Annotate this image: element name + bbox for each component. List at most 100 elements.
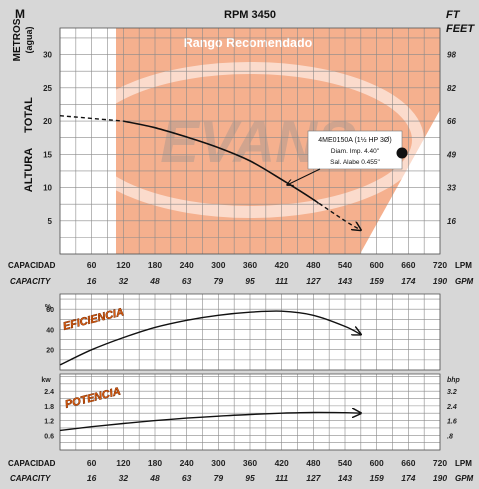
x-tick-lpm: 300 (211, 458, 225, 468)
x-tick-gpm: 174 (401, 276, 415, 286)
x-axis-bottom: CAPACIDAD CAPACITY LPM GPM 60 120 180 240 30… (8, 458, 474, 483)
head-curve-extension (312, 198, 361, 231)
capacity-label-gpm-bottom: CAPACITY (10, 474, 51, 483)
efficiency-y-tick-label: 20 (46, 348, 54, 355)
panel-frame (59, 27, 441, 255)
head-y-right-tick-label: 49 (446, 150, 456, 159)
x-tick-gpm: 190 (433, 473, 447, 483)
power-y-right-tick-label: 3.2 (447, 389, 457, 396)
head-curve (123, 120, 320, 205)
y-axis-side-label-1: TOTAL (23, 97, 35, 133)
x-tick-gpm: 190 (433, 276, 447, 286)
x-tick-gpm: 16 (87, 276, 97, 286)
power-y-tick-label: 1.8 (44, 404, 54, 411)
legend-outlet: Sal. Alabe 0.455" (330, 159, 380, 166)
power-y-tick-label: 2.4 (44, 389, 54, 396)
right-units-label-1: FT (446, 9, 461, 21)
x-tick-gpm: 127 (306, 473, 321, 483)
power-y-ticks-left: 0.6 1.2 1.8 2.4 (44, 389, 54, 440)
x-tick-lpm: 60 (87, 458, 97, 468)
head-y-tick-label: 25 (43, 84, 52, 93)
recommended-range-label: Rango Recomendado (184, 36, 313, 50)
capacity-label-lpm-bottom: CAPACIDAD (8, 459, 56, 468)
x-tick-gpm: 79 (214, 473, 224, 483)
panel-frame (59, 373, 441, 451)
x-tick-lpm: 240 (180, 458, 194, 468)
power-y-right-tick-label: .8 (447, 433, 453, 440)
x-tick-gpm: 95 (245, 276, 255, 286)
legend-pointer (287, 168, 321, 185)
left-units-label: M (15, 7, 25, 21)
x-tick-gpm: 48 (149, 473, 160, 483)
power-y-right-tick-label: 2.4 (446, 404, 457, 411)
power-y-ticks-right: .8 1.6 2.4 3.2 (446, 389, 457, 440)
power-y-tick-label: 0.6 (44, 433, 54, 440)
x-tick-gpm: 143 (338, 276, 352, 286)
unit-gpm-bottom: GPM (455, 474, 474, 483)
y-axis-side-label-2: ALTURA (23, 148, 35, 192)
x-tick-lpm: 60 (87, 260, 97, 270)
x-tick-lpm: 420 (275, 260, 289, 270)
capacity-label-gpm: CAPACITY (10, 277, 51, 286)
x-tick-lpm: 720 (433, 260, 447, 270)
x-tick-gpm: 48 (149, 276, 160, 286)
x-tick-lpm: 120 (116, 458, 130, 468)
unit-lpm-bottom: LPM (455, 459, 472, 468)
capacity-label-lpm: CAPACIDAD (8, 261, 56, 270)
x-tick-lpm: 480 (306, 458, 320, 468)
head-y-right-tick-label: 66 (447, 117, 456, 126)
x-tick-gpm: 159 (370, 276, 384, 286)
x-tick-lpm: 300 (211, 260, 225, 270)
x-tick-lpm: 360 (243, 458, 257, 468)
pump-legend: 4ME0150A (1½ HP 3Ø) Diam. Imp. 4.40" Sal… (287, 130, 408, 185)
head-y-right-tick-label: 16 (447, 217, 456, 226)
x-tick-gpm: 79 (214, 276, 224, 286)
x-tick-lpm: 180 (148, 458, 162, 468)
x-tick-lpm: 360 (243, 260, 257, 270)
x-tick-gpm: 111 (275, 276, 288, 286)
x-tick-gpm: 63 (182, 473, 192, 483)
power-unit-bhp: bhp (447, 377, 461, 384)
x-tick-lpm: 600 (370, 458, 384, 468)
x-tick-gpm: 111 (275, 473, 288, 483)
efficiency-y-tick-label: 60 (46, 307, 54, 314)
legend-box (307, 130, 403, 170)
head-grid (59, 27, 441, 255)
x-tick-lpm: 240 (180, 260, 194, 270)
head-y-tick-label: 5 (48, 217, 53, 226)
x-tick-gpm: 95 (245, 473, 255, 483)
unit-lpm: LPM (455, 261, 472, 270)
x-tick-lpm: 480 (306, 260, 320, 270)
y-axis-title: METROS (12, 18, 23, 61)
efficiency-grid (59, 293, 441, 371)
x-tick-gpm: 16 (87, 473, 97, 483)
legend-dot (396, 147, 408, 159)
head-y-right-tick-label: 33 (447, 184, 456, 193)
x-tick-gpm: 32 (119, 276, 129, 286)
head-y-ticks-left: 5 10 15 20 25 30 (43, 51, 52, 226)
x-tick-gpm: 127 (306, 276, 321, 286)
x-tick-lpm: 540 (338, 458, 352, 468)
head-y-tick-label: 20 (43, 117, 52, 126)
head-y-tick-label: 15 (43, 150, 52, 159)
panel-frame (59, 293, 441, 371)
head-shutoff-dashed (59, 115, 124, 122)
power-unit-kw: kw (41, 377, 51, 384)
x-axis-top: CAPACIDAD CAPACITY LPM GPM 60 120 180 240 30… (8, 260, 474, 286)
efficiency-unit: % (45, 304, 52, 311)
legend-model: 4ME0150A (1½ HP 3Ø) (318, 136, 391, 144)
head-y-ticks-right: 16 33 49 66 82 98 (446, 51, 456, 226)
head-y-tick-label: 10 (43, 184, 52, 193)
x-tick-gpm: 63 (182, 276, 192, 286)
head-y-tick-label: 30 (43, 51, 52, 60)
efficiency-y-tick-label: 40 (46, 327, 54, 334)
power-y-tick-label: 1.2 (44, 419, 54, 426)
unit-gpm: GPM (455, 277, 474, 286)
x-tick-lpm: 660 (401, 260, 415, 270)
x-tick-lpm: 660 (401, 458, 415, 468)
efficiency-curve (59, 310, 361, 366)
head-y-right-tick-label: 82 (447, 84, 456, 93)
x-tick-lpm: 540 (338, 260, 352, 270)
efficiency-y-ticks: 20 40 60 (46, 307, 54, 355)
